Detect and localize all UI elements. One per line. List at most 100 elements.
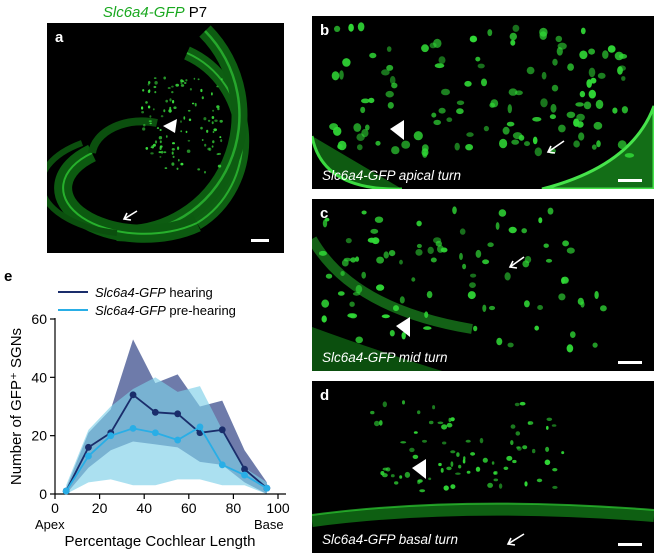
gfp-neuron (465, 144, 473, 151)
gfp-neuron (325, 273, 333, 279)
data-point (107, 432, 115, 440)
gfp-neuron (171, 148, 175, 151)
gfp-neuron (148, 81, 151, 84)
gfp-neuron (467, 291, 476, 300)
gfp-neuron (545, 446, 550, 452)
gfp-neuron (443, 485, 449, 491)
y-tick-label: 60 (31, 311, 47, 327)
gfp-neuron (537, 305, 543, 310)
panel-b-label: b (320, 22, 330, 39)
gfp-neuron (534, 325, 539, 331)
scale-bar (618, 361, 642, 364)
panel-d-caption: Slc6a4-GFP basal turn (322, 532, 459, 547)
panel-d-label: d (320, 387, 330, 404)
gfp-neuron (177, 158, 180, 162)
gfp-neuron (552, 58, 558, 66)
gfp-neuron (580, 27, 586, 35)
y-tick-label: 20 (31, 428, 47, 444)
arrow-marker (122, 210, 138, 221)
x-tick-label: 0 (51, 500, 59, 516)
gfp-neuron (381, 69, 390, 76)
figure-title-gene: Slc6a4-GFP (102, 4, 185, 21)
gfp-neuron (614, 51, 624, 61)
gfp-neuron (595, 99, 604, 109)
gfp-neuron (508, 226, 517, 234)
panel-a-label: a (55, 29, 64, 46)
gfp-neuron (573, 140, 580, 148)
gfp-neuron (422, 439, 427, 443)
gfp-neuron (211, 116, 215, 119)
gfp-neuron (597, 72, 606, 79)
gfp-neuron (368, 97, 375, 104)
gfp-neuron (154, 91, 157, 94)
gfp-neuron (145, 101, 148, 104)
gfp-neuron (555, 35, 563, 43)
x-axis-title: Percentage Cochlear Length (65, 533, 256, 550)
gfp-neuron (345, 238, 352, 244)
gfp-neuron (539, 31, 547, 40)
gfp-neuron (583, 101, 592, 110)
gfp-neuron (509, 32, 517, 41)
gfp-neuron (411, 277, 416, 282)
gfp-neuron (518, 134, 525, 141)
panel-c-label: c (320, 205, 329, 222)
gfp-neuron (532, 136, 538, 145)
gfp-neuron (197, 78, 200, 81)
gfp-neuron (361, 271, 366, 279)
gfp-neuron (470, 452, 476, 456)
gfp-neuron (526, 66, 535, 75)
gfp-neuron (216, 105, 220, 109)
panel-a-cochlea-image: a (47, 23, 284, 253)
gfp-neuron (433, 237, 442, 244)
gfp-neuron (171, 151, 174, 155)
gfp-neuron (180, 130, 183, 133)
gfp-neuron (456, 108, 464, 115)
gfp-neuron (361, 129, 369, 138)
legend-label: Slc6a4-GFP pre-hearing (95, 303, 236, 318)
gfp-neuron (515, 431, 521, 436)
gfp-neuron (482, 304, 487, 312)
gfp-neuron (482, 457, 488, 463)
gfp-neuron (342, 58, 351, 67)
gfp-neuron (145, 147, 149, 150)
gfp-neuron (456, 100, 465, 106)
gfp-neuron (169, 98, 172, 102)
gfp-neuron (499, 138, 508, 149)
gfp-neuron (204, 143, 207, 147)
gfp-neuron (150, 152, 154, 155)
gfp-neuron (207, 119, 211, 122)
gfp-neuron (544, 459, 551, 466)
gfp-neuron (318, 250, 327, 256)
data-point (241, 465, 248, 473)
gfp-neuron (441, 88, 450, 96)
gfp-neuron (551, 84, 559, 92)
gfp-neuron (512, 459, 517, 464)
gfp-neuron (211, 145, 214, 148)
gfp-neuron (491, 461, 495, 465)
gfp-neuron (349, 301, 355, 307)
gfp-neuron (566, 111, 576, 119)
gfp-neuron (171, 162, 175, 166)
gfp-neuron (374, 216, 384, 223)
gfp-neuron (557, 42, 567, 50)
gfp-neuron (156, 127, 160, 129)
scale-bar (251, 239, 269, 242)
gfp-neuron (348, 23, 354, 32)
gfp-neuron (175, 83, 179, 87)
gfp-neuron (185, 79, 188, 82)
gfp-neuron (375, 140, 381, 146)
arrow-marker (508, 256, 525, 269)
gfp-neuron (404, 471, 411, 478)
gfp-neuron (350, 257, 357, 263)
arrow-marker (506, 533, 525, 546)
gfp-neuron (575, 102, 584, 107)
gfp-neuron (421, 144, 429, 152)
gfp-neuron (516, 446, 521, 449)
gfp-neuron (142, 89, 145, 92)
gfp-neuron (543, 243, 549, 248)
gfp-neuron (459, 252, 463, 261)
gfp-neuron (503, 466, 509, 470)
data-point (218, 426, 226, 434)
gfp-neuron (510, 440, 514, 446)
gfp-neuron (438, 56, 446, 64)
